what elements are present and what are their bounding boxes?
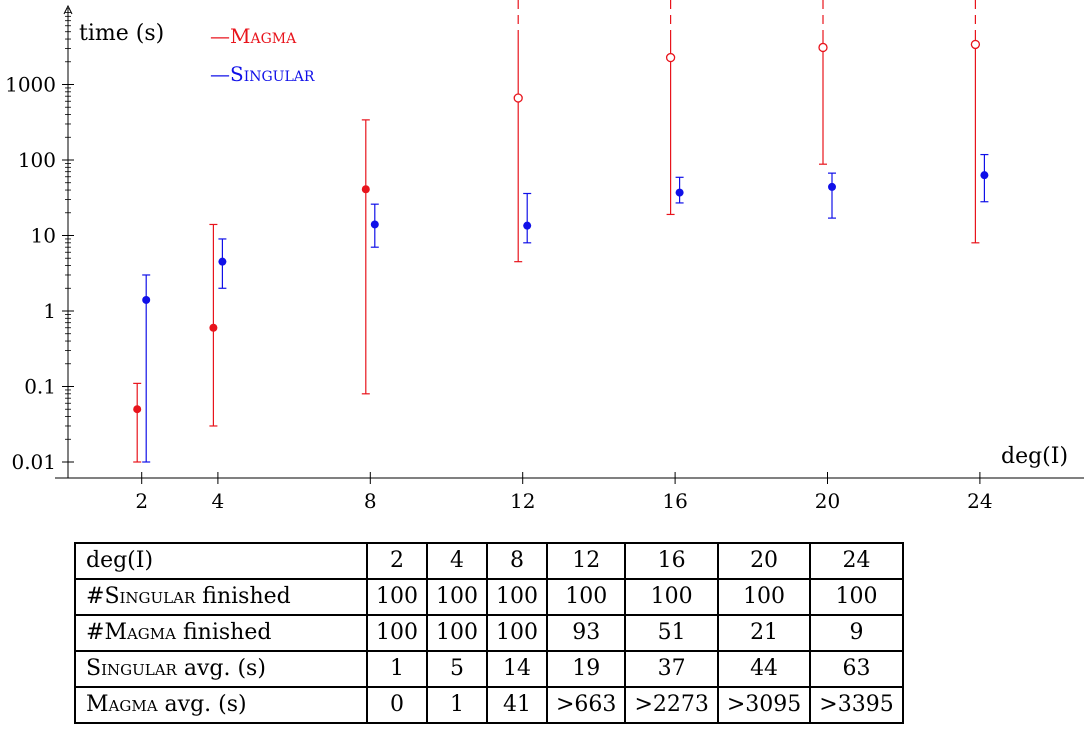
table-cell: 100 [624,578,719,616]
data-point-singular [980,153,989,203]
summary-table: deg(I) 2 4 8 12 16 20 24 #Singular finished 100 10… [74,542,904,724]
column-header: 20 [716,542,812,580]
mean-marker [361,185,370,194]
table-cell: 37 [624,650,719,688]
table-row: Singular avg. (s) 1 5 14 19 37 44 63 [74,650,904,688]
table-cell: 100 [545,578,627,616]
chart-marks [133,0,989,463]
table-cell: 100 [486,614,548,652]
table-cell: 100 [366,578,428,616]
x-tick-label: 20 [815,489,840,513]
table-cell: 5 [426,650,488,688]
data-point-singular [828,172,836,219]
row-label: deg(I) [74,542,368,580]
data-point-singular [523,192,532,244]
table-cell: 93 [545,614,627,652]
mean-marker [828,182,836,191]
y-tick-label: 100 [18,148,56,172]
row-label: Singular avg. (s) [74,650,368,688]
x-axis-label: deg(I) [1001,444,1068,469]
mean-marker [523,221,532,230]
table-cell: >3395 [809,686,904,724]
table-cell: 100 [366,614,428,652]
column-header: 16 [624,542,719,580]
table-cell: 100 [809,578,904,616]
table-cell: 1 [426,686,488,724]
column-header: 24 [809,542,904,580]
data-point-magma [513,0,523,263]
table-cell: 100 [486,578,548,616]
table-row: #Magma finished 100 100 100 93 51 21 9 [74,614,904,652]
row-label: #Magma finished [74,614,368,652]
y-axis-label: time (s) [79,21,164,46]
table-cell: 19 [545,650,627,688]
y-tick-label: 1 [43,299,56,323]
row-label: #Singular finished [74,578,368,616]
x-tick-label: 8 [364,489,377,513]
x-tick-label: 16 [662,489,687,513]
table-row: #Singular finished 100 100 100 100 100 100 100 [74,578,904,616]
data-point-singular [675,176,684,204]
table-row: Magma avg. (s) 0 1 41 >663 >2273 >3095 >3395 [74,686,904,724]
x-tick-label: 2 [135,489,148,513]
table-cell: 100 [426,614,488,652]
table-cell: 100 [716,578,812,616]
mean-marker [209,323,218,332]
table-cell: 51 [624,614,719,652]
mean-marker-open [513,93,523,103]
data-point-singular [370,203,379,248]
mean-marker [980,171,989,180]
table-cell: 21 [716,614,812,652]
table-cell: 14 [486,650,548,688]
table-cell: 0 [366,686,428,724]
table-cell: >3095 [716,686,812,724]
table-cell: 9 [809,614,904,652]
mean-marker-open [665,52,676,63]
mean-marker [370,220,379,229]
column-header: 12 [545,542,627,580]
y-tick-label: 1000 [5,73,56,97]
y-axis-arrow [63,4,73,15]
x-tick-label: 12 [510,489,535,513]
y-tick-label: 10 [31,224,56,248]
data-point-magma [970,0,981,244]
legend-item-magma: —Magma [210,24,297,48]
data-point-magma [361,119,370,395]
column-header: 2 [366,542,428,580]
table-cell: >2273 [624,686,719,724]
legend-item-singular: —Singular [210,62,315,86]
data-point-magma [818,0,828,165]
table-cell: 44 [716,650,812,688]
mean-marker [142,295,151,304]
data-point-singular [142,274,151,463]
column-header: 4 [426,542,488,580]
table-cell: >663 [545,686,627,724]
table-header-row: deg(I) 2 4 8 12 16 20 24 [74,542,904,580]
data-point-singular [218,238,227,289]
row-label: Magma avg. (s) [74,686,368,724]
chart-legend: —Magma —Singular [210,24,315,86]
y-tick-label: 0.01 [11,450,56,474]
x-tick-label: 4 [212,489,225,513]
data-point-magma [209,223,218,427]
mean-marker [133,405,142,414]
data-point-magma [133,382,142,463]
table-cell: 63 [809,650,904,688]
mean-marker [675,188,684,197]
table-cell: 41 [486,686,548,724]
table-cell: 1 [366,650,428,688]
mean-marker [218,257,227,266]
mean-marker-open [970,39,981,50]
column-header: 8 [486,542,548,580]
table-cell: 100 [426,578,488,616]
x-tick-label: 24 [967,489,992,513]
mean-marker-open [818,42,828,53]
data-point-magma [665,0,676,216]
y-tick-label: 0.1 [24,375,56,399]
